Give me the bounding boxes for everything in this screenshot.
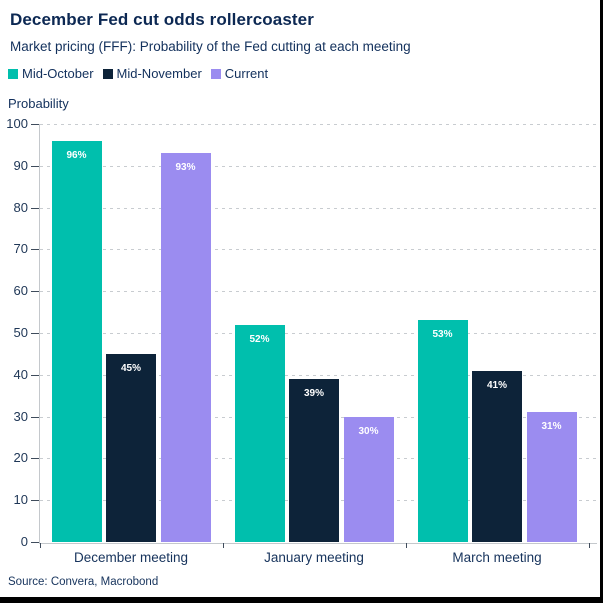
y-tick-mark <box>31 291 39 293</box>
y-tick-label: 90 <box>13 157 28 173</box>
y-tick-mark <box>31 124 39 125</box>
bar <box>289 378 339 542</box>
y-axis-title: Probability <box>8 96 69 111</box>
bar <box>51 140 102 542</box>
x-category-label: January meeting <box>264 550 364 565</box>
window-edge-right <box>600 0 603 603</box>
bar-value-label: 39% <box>303 387 324 399</box>
y-tick-mark <box>31 542 39 543</box>
bar-value-label: 41% <box>486 379 507 391</box>
y-axis-line <box>39 124 40 543</box>
y-tick-mark <box>31 458 39 460</box>
y-tick-mark <box>31 165 39 167</box>
y-tick-label: 30 <box>13 408 28 424</box>
legend-item: Mid-November <box>102 66 202 81</box>
source-note: Source: Convera, Macrobond <box>8 576 159 588</box>
legend-label: Current <box>224 66 269 81</box>
y-tick-label: 60 <box>13 283 28 299</box>
y-tick-label: 50 <box>13 325 28 340</box>
bar-value-label: 53% <box>432 329 453 341</box>
gridline <box>40 124 597 125</box>
bar-value-label: 30% <box>358 425 379 437</box>
y-tick-label: 80 <box>13 199 28 215</box>
bar-value-label: 52% <box>249 333 270 345</box>
x-tick-mark <box>39 543 41 548</box>
y-tick-mark <box>31 333 39 334</box>
bar <box>472 370 522 542</box>
bar <box>106 353 156 542</box>
y-tick-label: 40 <box>13 366 28 382</box>
y-tick-label: 100 <box>6 116 28 131</box>
y-tick-label: 10 <box>13 492 28 508</box>
chart-title: December Fed cut odds rollercoaster <box>10 10 314 29</box>
x-category-label: December meeting <box>73 550 189 565</box>
y-tick-mark <box>31 374 39 376</box>
legend-swatch <box>8 68 18 79</box>
bar <box>526 412 577 542</box>
bar-value-label: 31% <box>541 421 562 433</box>
x-category-label: March meeting <box>452 550 542 565</box>
bar <box>234 324 285 542</box>
y-tick-label: 70 <box>13 241 28 257</box>
y-tick-label: 0 <box>20 534 28 549</box>
bar-value-label: 93% <box>175 162 196 174</box>
legend: Mid-October Mid-November Current <box>8 66 268 81</box>
gridline <box>40 333 597 334</box>
gridline <box>40 165 597 167</box>
bar-value-label: 45% <box>120 362 141 374</box>
gridline <box>40 291 597 293</box>
legend-swatch <box>102 68 113 79</box>
y-tick-mark <box>31 207 39 209</box>
x-tick-mark <box>405 543 407 548</box>
legend-label: Mid-October <box>22 66 94 81</box>
gridline <box>40 207 597 209</box>
y-tick-mark <box>31 500 39 502</box>
window-edge-bottom <box>0 597 603 603</box>
legend-swatch <box>210 68 221 79</box>
legend-label: Mid-November <box>116 66 202 81</box>
gridline <box>40 249 597 251</box>
chart-subtitle: Market pricing (FFF): Probability of the… <box>10 39 411 54</box>
legend-item: Mid-October <box>8 66 94 81</box>
x-axis-line <box>39 543 597 544</box>
gridline <box>40 374 597 376</box>
x-tick-mark <box>222 543 224 548</box>
bar-value-label: 96% <box>66 149 87 161</box>
y-tick-mark <box>31 249 39 251</box>
bar <box>160 153 211 542</box>
y-tick-mark <box>31 416 39 418</box>
bar <box>417 320 468 542</box>
x-tick-mark <box>588 543 590 548</box>
y-tick-label: 20 <box>13 450 28 466</box>
bar <box>343 416 394 542</box>
legend-item: Current <box>210 66 269 81</box>
